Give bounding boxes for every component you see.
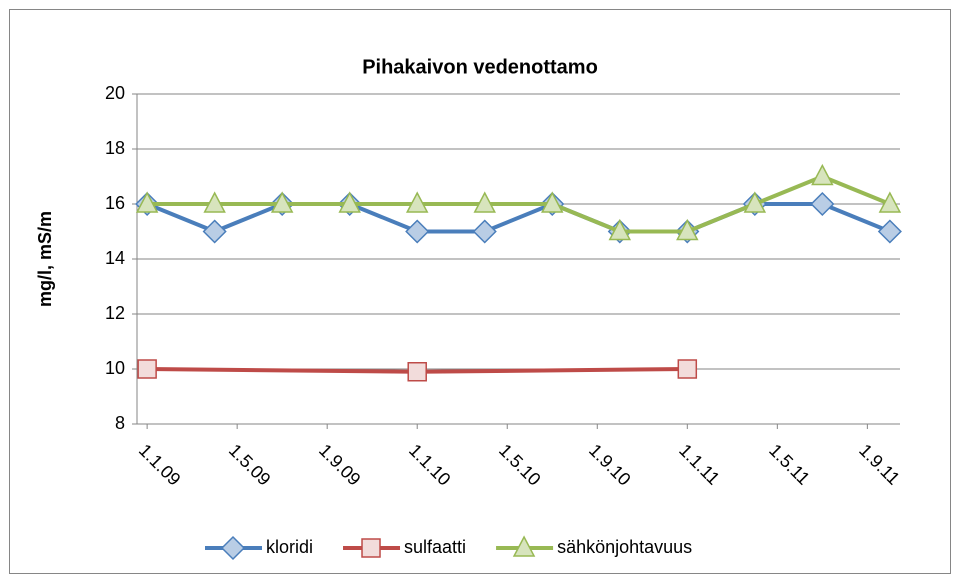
marker bbox=[676, 218, 699, 241]
chart-border bbox=[9, 9, 951, 574]
marker bbox=[811, 163, 834, 186]
marker bbox=[270, 191, 294, 213]
legend-marker bbox=[361, 538, 381, 558]
marker bbox=[338, 191, 361, 213]
marker bbox=[135, 191, 159, 213]
y-tick-label: 12 bbox=[105, 303, 125, 323]
marker bbox=[473, 191, 496, 213]
legend-label: sulfaatti bbox=[404, 537, 466, 557]
y-tick-label: 8 bbox=[115, 413, 125, 433]
marker bbox=[743, 191, 767, 213]
marker bbox=[407, 362, 427, 382]
marker bbox=[608, 218, 632, 241]
marker bbox=[472, 219, 497, 244]
legend-label: sähkönjohtavuus bbox=[557, 537, 692, 557]
chart-title: Pihakaivon vedenottamo bbox=[362, 56, 598, 78]
y-tick-label: 18 bbox=[105, 138, 125, 158]
marker bbox=[878, 191, 902, 213]
y-tick-label: 20 bbox=[105, 83, 125, 103]
legend-marker bbox=[512, 535, 536, 557]
series-line bbox=[147, 174, 891, 234]
y-axis-label: mg/l, mS/m bbox=[35, 211, 55, 307]
legend-label: kloridi bbox=[266, 537, 313, 557]
marker bbox=[405, 219, 430, 244]
marker bbox=[541, 191, 564, 213]
marker bbox=[810, 191, 835, 217]
marker bbox=[877, 219, 902, 244]
marker bbox=[405, 191, 429, 213]
marker bbox=[137, 359, 157, 379]
y-tick-label: 16 bbox=[105, 193, 125, 213]
marker bbox=[202, 219, 227, 244]
y-tick-label: 14 bbox=[105, 248, 125, 268]
marker bbox=[677, 359, 698, 379]
y-tick-label: 10 bbox=[105, 358, 125, 378]
marker bbox=[203, 191, 226, 213]
legend-marker bbox=[220, 535, 246, 561]
